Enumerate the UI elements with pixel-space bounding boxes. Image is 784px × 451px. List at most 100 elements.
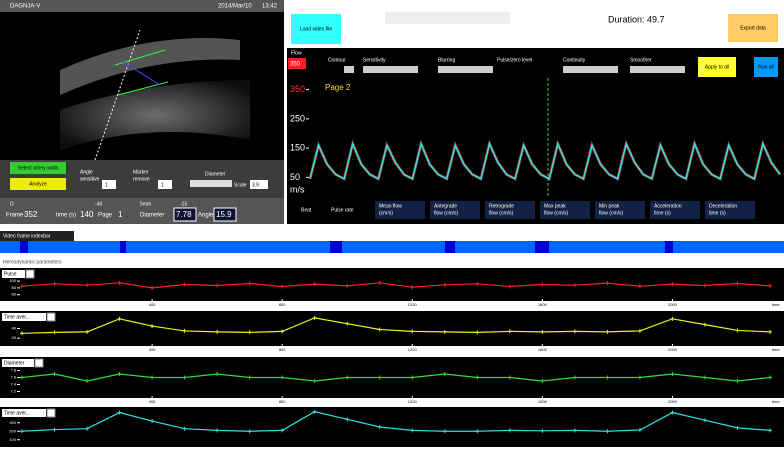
marker-label: Marker	[133, 169, 149, 175]
x-tick-label: 800	[279, 347, 286, 352]
x-tick-label: 2000	[668, 399, 678, 404]
level: 350	[290, 62, 301, 68]
indexbar-title: Video frame indexbar	[3, 233, 51, 239]
strip-label: Time aver...	[4, 410, 30, 416]
info-text: 5mm	[140, 201, 151, 207]
y-tick-label: 50	[290, 172, 300, 182]
column-label: Antegrade	[434, 203, 457, 209]
column-label: time (s)	[709, 210, 726, 216]
x-tick-label: 1200	[408, 399, 418, 404]
patient-name: DAGNJA-V	[10, 4, 40, 10]
flow-title: Flow	[291, 50, 302, 56]
button-label: Load video file	[300, 26, 332, 32]
scale-value: 3.9	[252, 182, 259, 188]
control-label: Continuity	[563, 57, 586, 63]
column-label: Deceleration	[709, 203, 737, 209]
x-tick-label: 800	[279, 302, 286, 307]
angle-value: 15.9	[216, 210, 232, 219]
y-tick-label: 350	[290, 84, 305, 94]
control-slider[interactable]	[363, 66, 418, 73]
y-tick-label: 250	[290, 113, 305, 123]
control-slider[interactable]	[344, 66, 354, 73]
x-tick-label: 400	[149, 302, 156, 307]
x-axis-label: time	[772, 399, 780, 404]
button-label: Analyze	[29, 181, 47, 187]
y-tick-label: 20	[12, 335, 17, 340]
strip-dropdown[interactable]	[35, 359, 43, 367]
control-slider[interactable]	[438, 66, 493, 73]
info-text: -40	[95, 201, 102, 207]
time-label: time (s)	[56, 213, 76, 219]
column-label: Max peak	[544, 203, 566, 209]
y-tick-label: 80	[12, 285, 17, 290]
column-label: Mean flow	[379, 203, 402, 209]
page-label: Page	[98, 213, 113, 219]
x-axis-label: time	[772, 347, 780, 352]
y-tick-label: 7.8	[10, 368, 16, 373]
y-tick-label: 100	[9, 437, 16, 442]
column-label: Retrograde	[489, 203, 514, 209]
control-label: Contour	[328, 57, 346, 63]
x-tick-label: 1200	[408, 347, 418, 352]
time-value: 140	[80, 210, 94, 219]
x-tick-label: 2000	[668, 347, 678, 352]
diameter-label: Diameter	[140, 213, 164, 219]
x-tick-label: 800	[279, 399, 286, 404]
strip-label: Time aver...	[4, 314, 30, 320]
pulse-rate-label: Pulse rate	[331, 207, 354, 213]
app-window: DAGNJA-V 2014/Mar/10 13:42 Select artery…	[0, 0, 784, 451]
page-value: 1	[118, 210, 123, 219]
x-tick-label: 2000	[668, 302, 678, 307]
y-tick-label: 150	[290, 143, 305, 153]
control-label: Smoother	[630, 57, 652, 63]
duration: Duration: 49.7	[608, 14, 665, 24]
strip-dropdown[interactable]	[47, 313, 55, 321]
date: 2014/Mar/10	[218, 4, 252, 10]
diameter-value: 7.78	[176, 210, 192, 219]
beat-label: Beat	[301, 207, 312, 213]
frame-value: 352	[24, 210, 38, 219]
control-label: Pulse/zero level	[497, 57, 532, 63]
progress-bar	[385, 12, 510, 24]
y-tick-label: 7.6	[10, 375, 16, 380]
y-tick-label: 300	[9, 420, 16, 425]
info-text: D	[10, 201, 14, 207]
x-tick-label: 400	[149, 347, 156, 352]
hemodynamics-title: Hemodynamic parameters	[3, 259, 62, 265]
x-tick-label: 1600	[538, 347, 548, 352]
column-label: Acceleration	[654, 203, 682, 209]
scale-label: Scale	[234, 182, 247, 188]
diameter-slider[interactable]	[190, 180, 232, 187]
column-label: time (s)	[654, 210, 671, 216]
marker-value: 1	[161, 182, 164, 188]
y-tick-label: 100	[9, 278, 16, 283]
strip-dropdown[interactable]	[47, 409, 55, 417]
y-tick-label: 40	[12, 326, 17, 331]
strip-label: Pulse	[4, 271, 17, 277]
column-label: flow (cm/s)	[544, 210, 569, 216]
x-tick-label: 1600	[538, 302, 548, 307]
info-text: -15	[180, 201, 187, 207]
y-tick-label: 7.2	[10, 389, 16, 394]
strip-dropdown[interactable]	[26, 270, 34, 278]
x-tick-label: 400	[149, 399, 156, 404]
control-label: Blurring	[438, 57, 455, 63]
angle-out-label: Angle	[198, 213, 214, 219]
column-label: flow (cm/s)	[599, 210, 624, 216]
unit: m/s	[290, 184, 305, 194]
angle-label: sensitive	[80, 176, 100, 182]
control-label: Sensitivity	[363, 57, 386, 63]
diameter-slider-label: Diameter	[205, 171, 226, 177]
x-tick-label: 1600	[538, 399, 548, 404]
clock: 13:42	[262, 4, 278, 10]
x-axis-label: time	[772, 302, 780, 307]
control-slider[interactable]	[563, 66, 618, 73]
angle-value: 1	[105, 182, 108, 188]
button-label: Run all	[758, 64, 774, 70]
angle-label: Angle	[80, 169, 93, 175]
y-tick-label: 200	[9, 428, 16, 433]
column-label: flow (cm/s)	[434, 210, 459, 216]
control-slider[interactable]	[630, 66, 685, 73]
column-label: Min peak	[599, 203, 620, 209]
marker-label: remove	[133, 176, 150, 182]
